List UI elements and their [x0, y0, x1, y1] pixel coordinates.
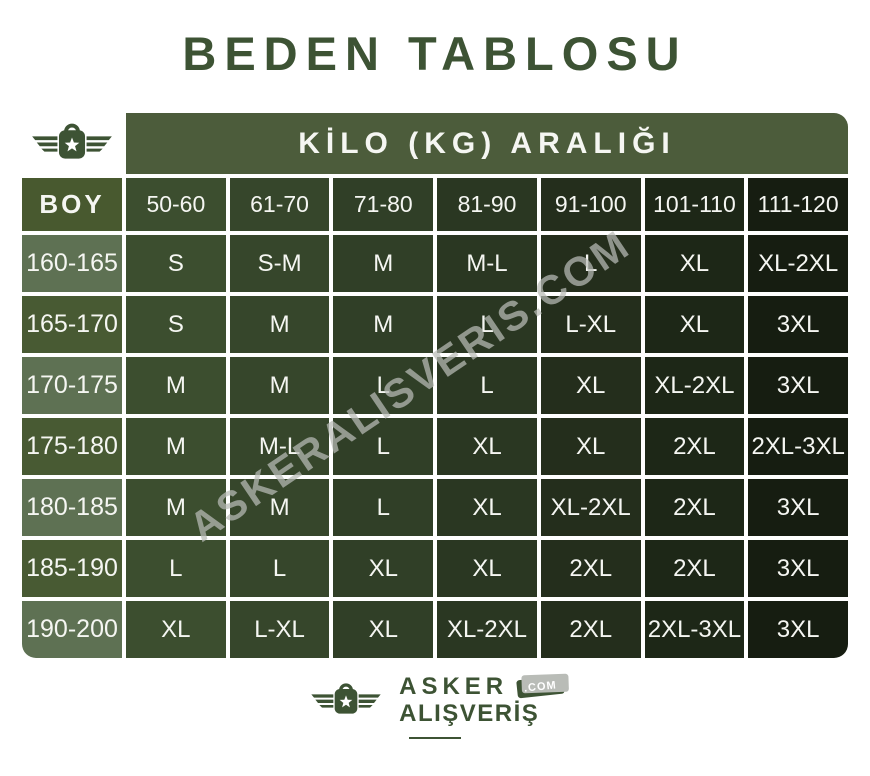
size-cell: M [229, 296, 330, 353]
size-cell: L-XL [229, 601, 330, 658]
size-cell: 3XL [748, 357, 848, 414]
size-cell: XL [644, 296, 745, 353]
size-cell: XL [437, 479, 537, 536]
size-cell: 2XL [540, 601, 641, 658]
size-cell: 3XL [748, 479, 848, 536]
size-cell: 2XL [644, 479, 745, 536]
size-cell: XL [126, 601, 226, 658]
com-badge: .COM [516, 675, 565, 699]
weight-column-header: 81-90 [437, 178, 537, 231]
size-cell: 2XL-3XL [644, 601, 745, 658]
height-range-cell: 160-165 [22, 235, 122, 292]
weight-column-header: 50-60 [126, 178, 226, 231]
size-cell: S [126, 235, 226, 292]
size-cell: M [229, 357, 330, 414]
size-cell: L [437, 357, 537, 414]
size-cell: M [333, 235, 434, 292]
weight-column-header: 111-120 [748, 178, 848, 231]
size-cell: L [126, 540, 226, 597]
height-range-cell: 185-190 [22, 540, 122, 597]
brand-name-line2: ALIŞVERİŞ [399, 699, 540, 727]
size-cell: XL [437, 540, 537, 597]
size-cell: XL [540, 357, 641, 414]
size-cell: M [126, 418, 226, 475]
height-column-header: BOY [22, 178, 122, 231]
size-cell: L [540, 235, 641, 292]
winged-bag-logo-icon [32, 123, 112, 159]
size-cell: 2XL [644, 540, 745, 597]
size-cell: XL-2XL [644, 357, 745, 414]
height-range-cell: 175-180 [22, 418, 122, 475]
footer-underline [409, 736, 461, 739]
size-cell: L [333, 357, 434, 414]
size-cell: XL-2XL [540, 479, 641, 536]
size-cell: 3XL [748, 296, 848, 353]
height-range-cell: 180-185 [22, 479, 122, 536]
size-cell: XL [644, 235, 745, 292]
size-cell: XL [540, 418, 641, 475]
size-cell: M [229, 479, 330, 536]
size-cell: S-M [229, 235, 330, 292]
size-cell: M [333, 296, 434, 353]
size-cell: L [333, 479, 434, 536]
height-range-cell: 170-175 [22, 357, 122, 414]
size-cell: XL-2XL [437, 601, 537, 658]
size-cell: L [437, 296, 537, 353]
size-grid: KİLO (KG) ARALIĞI BOY 50-60 61-70 71-80 81-9… [22, 113, 848, 658]
size-cell: 2XL-3XL [748, 418, 848, 475]
brand-name: ASKER [399, 673, 509, 700]
size-cell: XL-2XL [748, 235, 848, 292]
winged-bag-logo-icon [311, 683, 381, 714]
size-cell: M-L [437, 235, 537, 292]
size-cell: S [126, 296, 226, 353]
weight-column-header: 91-100 [540, 178, 641, 231]
size-cell: L [333, 418, 434, 475]
size-cell: XL [437, 418, 537, 475]
size-cell: L-XL [540, 296, 641, 353]
size-cell: M-L [229, 418, 330, 475]
size-cell: 2XL [644, 418, 745, 475]
footer-brand: ASKER .COM ALIŞVERİŞ [0, 673, 870, 728]
size-chart-page: BEDEN TABLOSU [0, 26, 870, 776]
brand-text: ASKER .COM ALIŞVERİŞ [399, 673, 565, 728]
table-corner-logo [22, 113, 122, 174]
size-cell: 3XL [748, 540, 848, 597]
height-range-cell: 190-200 [22, 601, 122, 658]
weight-column-header: 61-70 [229, 178, 330, 231]
weight-range-header: KİLO (KG) ARALIĞI [126, 113, 848, 174]
size-table: KİLO (KG) ARALIĞI BOY 50-60 61-70 71-80 81-9… [22, 113, 848, 658]
size-cell: L [229, 540, 330, 597]
size-cell: XL [333, 601, 434, 658]
page-title: BEDEN TABLOSU [182, 27, 688, 80]
size-cell: 2XL [540, 540, 641, 597]
size-cell: 3XL [748, 601, 848, 658]
weight-column-header: 71-80 [333, 178, 434, 231]
size-cell: M [126, 357, 226, 414]
size-cell: M [126, 479, 226, 536]
weight-column-header: 101-110 [644, 178, 745, 231]
height-range-cell: 165-170 [22, 296, 122, 353]
size-cell: XL [333, 540, 434, 597]
